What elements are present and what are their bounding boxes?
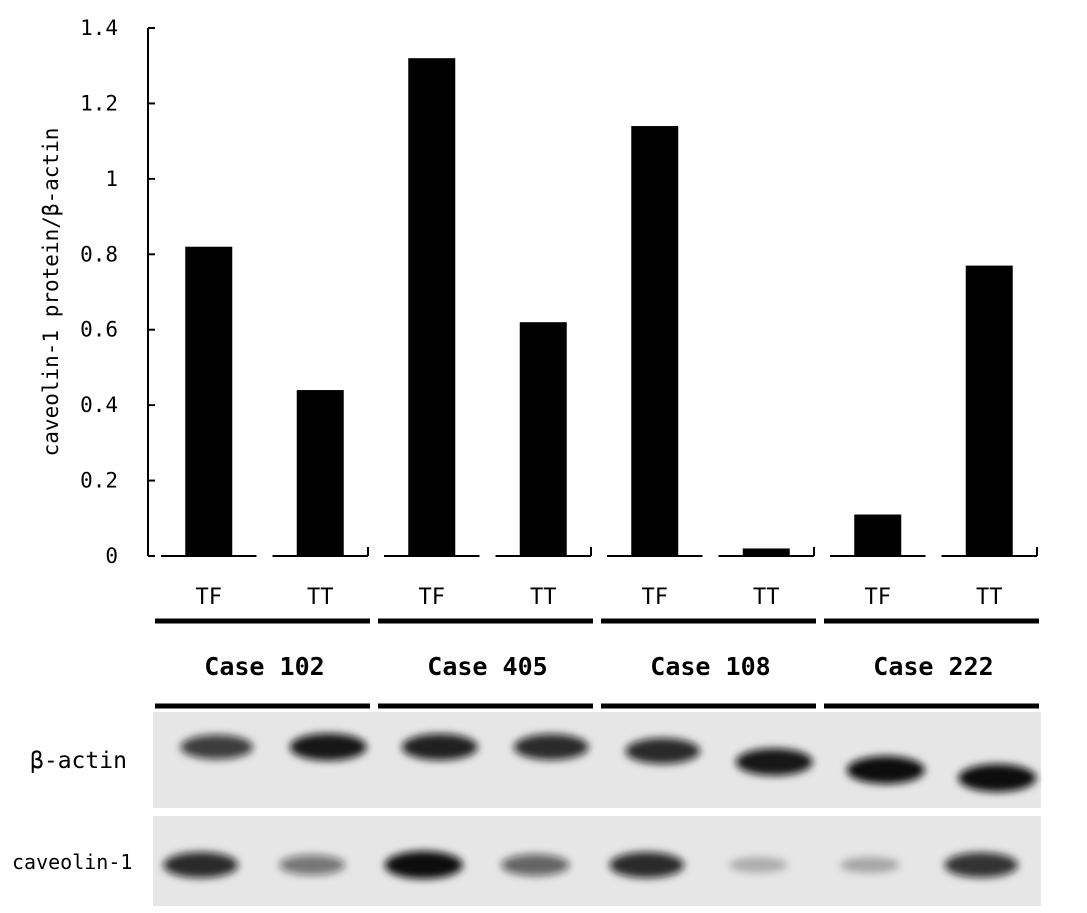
blot-band: [958, 764, 1037, 792]
y-tick-label: 0.4: [80, 393, 118, 417]
y-tick-label: 1.4: [80, 16, 118, 40]
western-blot: β-actin caveolin-1: [12, 712, 1041, 906]
bar: [185, 246, 233, 556]
bar: [408, 58, 456, 557]
blot-band: [840, 856, 900, 874]
x-tick-label: TT: [530, 585, 557, 610]
blot-band: [609, 852, 685, 878]
x-tick-label: TF: [865, 585, 892, 610]
group-label: Case 108: [650, 652, 770, 681]
blot-band: [163, 852, 239, 878]
bars: [185, 58, 1013, 557]
blot-row-label: β-actin: [30, 748, 127, 774]
bar: [296, 390, 344, 556]
blot-band: [944, 852, 1019, 878]
x-tick-label: TT: [307, 585, 334, 610]
blot-band: [728, 857, 788, 873]
bar: [854, 514, 902, 556]
blot-band: [846, 756, 925, 784]
blot-band: [513, 734, 589, 760]
y-tick-label: 0.8: [80, 242, 118, 266]
group-label: Case 405: [427, 652, 547, 681]
y-tick-label: 0: [105, 544, 118, 568]
blot-band: [384, 851, 463, 879]
x-tick-label: TT: [976, 585, 1003, 610]
x-tick-label: TF: [642, 585, 669, 610]
y-tick-label: 0.2: [80, 469, 118, 493]
x-tick-label: TF: [419, 585, 446, 610]
group-label: Case 222: [873, 652, 993, 681]
group-label: Case 102: [204, 652, 324, 681]
bar: [965, 265, 1013, 556]
x-tick-label: TF: [196, 585, 223, 610]
blot-band: [735, 748, 813, 776]
bar: [742, 548, 790, 556]
category-labels: TF TT TF TT TF TT TF TT Case 102 Case 405 Case 108…: [155, 585, 1039, 709]
blot-band: [625, 738, 701, 764]
x-tick-label: TT: [753, 585, 780, 610]
blot-band: [279, 854, 346, 876]
y-tick-label: 0.6: [80, 318, 118, 342]
blot-band: [180, 734, 253, 760]
y-axis-title: caveolin-1 protein/β-actin: [39, 128, 63, 457]
blot-band: [501, 854, 570, 876]
blot-band: [401, 733, 478, 761]
blot-band: [289, 733, 367, 761]
bar: [631, 126, 679, 557]
y-tick-label: 1.2: [80, 91, 118, 115]
blot-row-label: caveolin-1: [12, 850, 132, 874]
bar: [519, 322, 567, 556]
y-tick-label: 1: [105, 167, 118, 191]
